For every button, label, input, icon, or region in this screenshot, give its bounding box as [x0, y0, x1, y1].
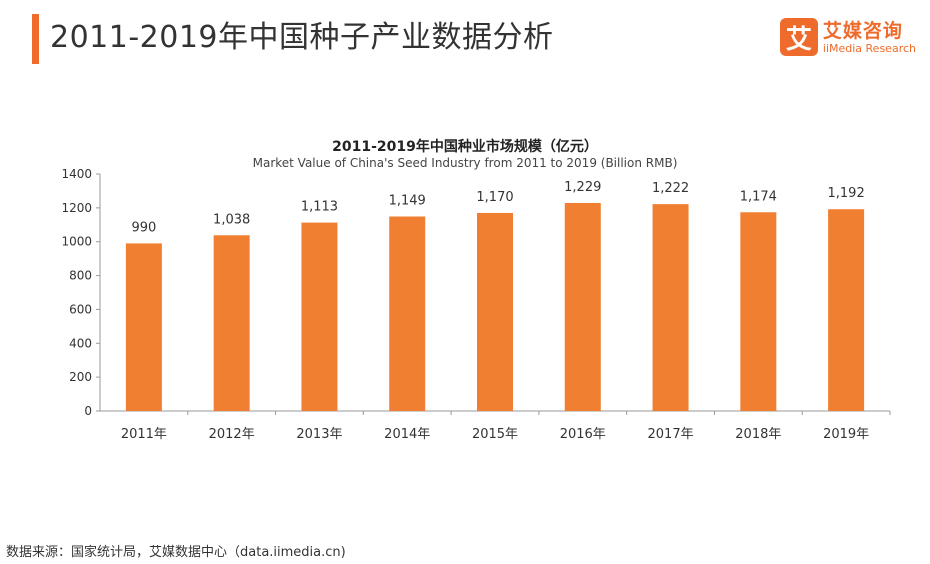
x-tick-label: 2013年	[296, 427, 342, 442]
x-tick-label: 2017年	[648, 427, 694, 442]
y-axis: 0 200 400 600 800 1000 1200 1400	[61, 167, 101, 418]
x-tick-label: 2018年	[735, 427, 781, 442]
logo-name-en: iiMedia Research	[822, 41, 916, 55]
y-tick-label: 600	[69, 302, 92, 316]
y-tick-label: 800	[69, 269, 92, 283]
x-tick-label: 2019年	[823, 427, 869, 442]
bar	[828, 209, 865, 411]
bar	[389, 216, 426, 411]
logo-name-cn: 艾媒咨询	[822, 19, 903, 42]
bar	[125, 243, 162, 411]
page-title: 2011-2019年中国种子产业数据分析	[50, 20, 554, 55]
y-tick-label: 400	[69, 336, 92, 350]
y-tick-label: 1400	[61, 167, 92, 181]
y-tick-label: 1200	[61, 201, 92, 215]
iimedia-logo: 艾 艾媒咨询 iiMedia Research	[779, 16, 916, 58]
bar-value-label: 1,222	[652, 181, 689, 196]
chart-title: 2011-2019年中国种业市场规模（亿元）	[332, 139, 598, 155]
bar-value-label: 1,174	[740, 189, 777, 204]
bar-value-label: 1,149	[389, 193, 426, 208]
chart-subtitle: Market Value of China's Seed Industry fr…	[252, 156, 678, 170]
x-tick-label: 2015年	[472, 427, 518, 442]
bar-value-label: 1,038	[213, 212, 250, 227]
x-tick-label: 2016年	[560, 427, 606, 442]
bar-value-label: 1,192	[828, 186, 865, 201]
bar	[740, 212, 777, 411]
x-tick-label: 2011年	[121, 427, 167, 442]
bar-value-label: 1,170	[476, 190, 513, 205]
y-tick-label: 0	[84, 404, 92, 418]
bar	[477, 212, 513, 411]
title-accent-bar	[32, 14, 39, 64]
bar	[213, 235, 250, 411]
logo-mark-icon: 艾	[779, 18, 818, 56]
value-labels: 990 1,038 1,113 1,149 1,170 1,229 1,222 1,174 1,…	[131, 180, 864, 235]
bar-value-label: 990	[131, 220, 156, 235]
bar-value-label: 1,113	[301, 200, 338, 215]
bar	[564, 202, 601, 411]
x-axis: 2011年 2012年 2013年 2014年 2015年 2016年 2017年 2018年…	[100, 410, 891, 442]
y-tick-label: 1000	[61, 235, 92, 249]
bars	[125, 202, 865, 411]
data-source-note: 数据来源：国家统计局，艾媒数据中心（data.iimedia.cn)	[6, 545, 346, 560]
y-tick-label: 200	[69, 370, 92, 384]
bar	[301, 222, 338, 411]
x-tick-label: 2012年	[209, 427, 255, 442]
bar-value-label: 1,229	[564, 180, 601, 195]
logo-text: 艾媒咨询 iiMedia Research	[823, 20, 916, 55]
bar	[652, 204, 689, 411]
x-tick-label: 2014年	[384, 427, 430, 442]
